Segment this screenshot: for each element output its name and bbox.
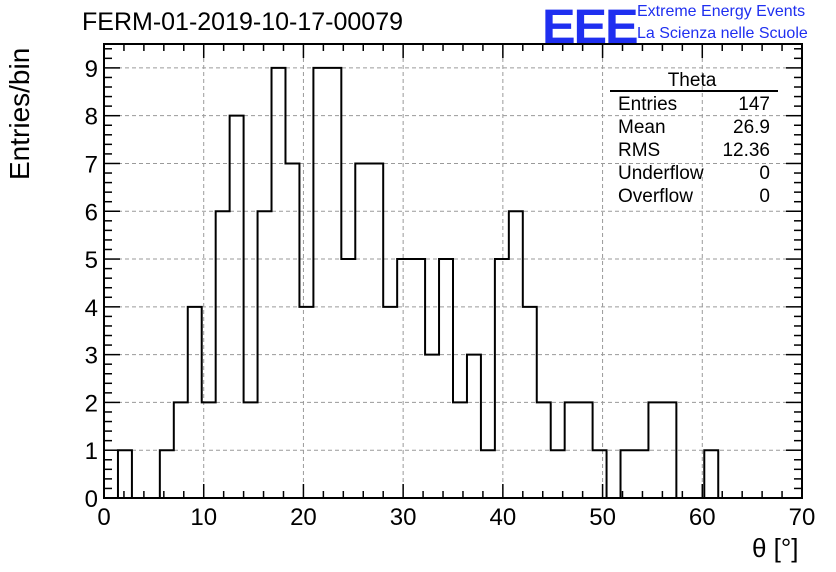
histogram-bin bbox=[355, 163, 369, 498]
stats-rows: Entries 147 Mean 26.9 RMS 12.36 Underflow 0 Over… bbox=[618, 94, 770, 207]
x-tick-label: 70 bbox=[789, 504, 816, 531]
x-tick-label: 0 bbox=[97, 504, 110, 531]
histogram-bin bbox=[439, 259, 453, 498]
y-tick-label: 8 bbox=[85, 104, 98, 131]
y-tick-label: 1 bbox=[85, 438, 98, 465]
histogram-bin bbox=[551, 450, 565, 498]
histogram-bin bbox=[495, 259, 509, 498]
x-axis-label: θ [°] bbox=[752, 533, 799, 563]
stats-row-value: 12.36 bbox=[722, 140, 770, 161]
histogram-bin bbox=[341, 259, 355, 498]
histogram-bin bbox=[285, 163, 299, 498]
x-tick-label: 30 bbox=[390, 504, 417, 531]
plot-frame bbox=[103, 43, 803, 499]
histogram-bin bbox=[272, 68, 286, 498]
stats-box: Theta Entries 147 Mean 26.9 RMS 12.36 Underflo… bbox=[610, 70, 778, 207]
histogram-bin bbox=[704, 450, 718, 498]
histogram-bin bbox=[593, 450, 607, 498]
y-tick-label: 6 bbox=[85, 199, 98, 226]
axis-tick-labels: 0 10 20 30 40 50 60 70 0 1 2 3 4 5 6 7 8 9 bbox=[85, 56, 816, 531]
chart-title: FERM-01-2019-10-17-00079 bbox=[82, 8, 404, 36]
histogram-bin bbox=[621, 450, 635, 498]
stats-row-label: Overflow bbox=[618, 186, 693, 207]
histogram-bin bbox=[313, 68, 327, 498]
logo-tagline-2: La Scienza nelle Scuole bbox=[637, 25, 808, 42]
histogram-outline bbox=[116, 66, 720, 499]
histogram-bin bbox=[118, 450, 132, 498]
axis-ticks bbox=[103, 44, 803, 499]
y-tick-label: 4 bbox=[85, 295, 98, 322]
stats-row-value: 0 bbox=[759, 186, 770, 207]
stats-row-value: 147 bbox=[738, 94, 770, 115]
x-tick-label: 60 bbox=[689, 504, 716, 531]
stats-row-value: 26.9 bbox=[733, 117, 770, 138]
stats-row-label: Entries bbox=[618, 94, 677, 115]
y-tick-label: 0 bbox=[85, 486, 98, 513]
stats-row-label: Mean bbox=[618, 117, 666, 138]
histogram-bin bbox=[397, 259, 411, 498]
stats-row-label: Underflow bbox=[618, 163, 704, 184]
histogram-bin bbox=[327, 68, 341, 498]
histogram-bin bbox=[160, 450, 174, 498]
stats-title: Theta bbox=[668, 70, 717, 91]
y-tick-label: 7 bbox=[85, 151, 98, 178]
histogram-bin bbox=[481, 450, 495, 498]
histogram-bin bbox=[634, 450, 648, 498]
x-tick-label: 20 bbox=[290, 504, 317, 531]
histogram-bin bbox=[467, 355, 481, 498]
y-tick-label: 2 bbox=[85, 390, 98, 417]
histogram-bin bbox=[369, 163, 383, 498]
x-tick-label: 50 bbox=[589, 504, 616, 531]
histogram-bin bbox=[425, 355, 439, 498]
stats-row-value: 0 bbox=[759, 163, 770, 184]
y-tick-label: 5 bbox=[85, 247, 98, 274]
x-tick-label: 10 bbox=[190, 504, 217, 531]
x-tick-label: 40 bbox=[490, 504, 517, 531]
y-tick-label: 3 bbox=[85, 343, 98, 370]
histogram-bin bbox=[411, 259, 425, 498]
y-tick-label: 9 bbox=[85, 56, 98, 83]
logo-tagline-1: Extreme Energy Events bbox=[637, 3, 806, 20]
grid-lines bbox=[104, 44, 802, 498]
stats-row-label: RMS bbox=[618, 140, 660, 161]
